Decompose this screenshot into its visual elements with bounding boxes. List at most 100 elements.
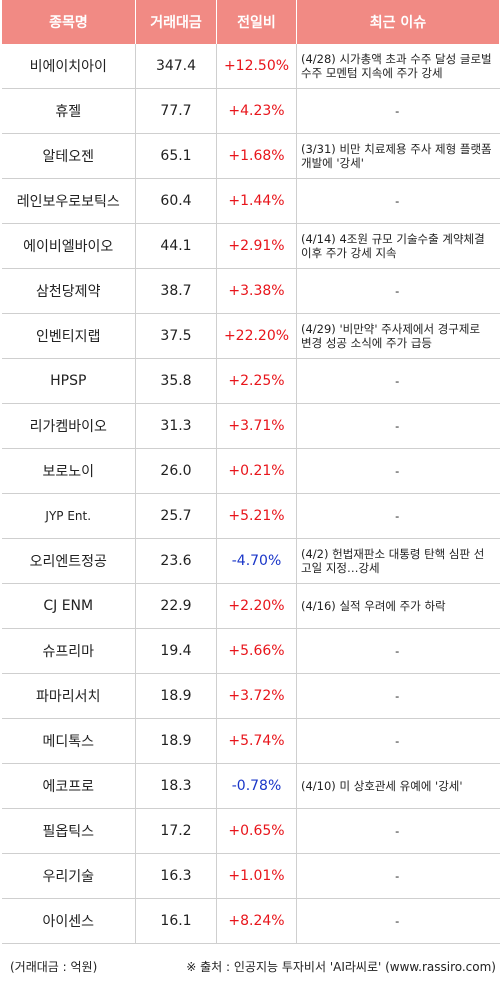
recent-issue-text: (4/29) '비만약' 주사제에서 경구제로 변경 성공 소식에 주가 급등 [301,322,481,350]
trade-volume: 38.7 [135,268,217,314]
stock-name: 슈프리마 [1,628,136,674]
header-name: 종목명 [1,0,136,44]
stock-name: 알테오젠 [1,133,136,179]
price-change: +3.72% [216,673,297,719]
price-change: +5.21% [216,493,297,539]
price-change: +5.66% [216,628,297,674]
stock-name: 파마리서치 [1,673,136,719]
table-row: 레인보우로보틱스 60.4 +1.44% - [1,178,500,224]
header-change: 전일비 [216,0,297,44]
table-row: 알테오젠 65.1 +1.68% (3/31) 비만 치료제용 주사 제형 플랫폼 개… [1,133,500,179]
stock-name: 에코프로 [1,763,136,809]
recent-issue-text: - [395,374,400,388]
recent-issue-text: (4/2) 헌법재판소 대통령 탄핵 심판 선고일 지정…강세 [301,547,485,575]
table-row: 에코프로 18.3 -0.78% (4/10) 미 상호관세 유예에 '강세' [1,763,500,809]
trade-volume: 16.3 [135,853,217,899]
trade-volume: 347.4 [135,44,217,89]
price-change: +3.38% [216,268,297,314]
trade-volume: 16.1 [135,898,217,944]
recent-issue: (3/31) 비만 치료제용 주사 제형 플랫폼 개발에 '강세' [296,133,500,179]
recent-issue: - [296,853,500,899]
price-change: +5.74% [216,718,297,764]
trade-volume: 18.9 [135,673,217,719]
stock-name: 오리엔트정공 [1,538,136,584]
trade-volume: 23.6 [135,538,217,584]
stock-name: 필옵틱스 [1,808,136,854]
table-row: 비에이치아이 347.4 +12.50% (4/28) 시가총액 초과 수주 달성 글… [1,44,500,89]
price-change: +3.71% [216,403,297,449]
recent-issue: (4/2) 헌법재판소 대통령 탄핵 심판 선고일 지정…강세 [296,538,500,584]
recent-issue: - [296,178,500,224]
recent-issue-text: - [395,689,400,703]
footer: (거래대금 : 억원) ※ 출처 : 인공지능 투자비서 'AI라씨로' (ww… [0,958,500,978]
recent-issue: - [296,718,500,764]
trade-volume: 37.5 [135,313,217,359]
recent-issue: - [296,358,500,404]
price-change: +1.01% [216,853,297,899]
recent-issue: - [296,673,500,719]
recent-issue: (4/10) 미 상호관세 유예에 '강세' [296,763,500,809]
table-row: 삼천당제약 38.7 +3.38% - [1,268,500,314]
table-row: JYP Ent. 25.7 +5.21% - [1,493,500,539]
source-note: ※ 출처 : 인공지능 투자비서 'AI라씨로' (www.rassiro.co… [186,960,496,974]
recent-issue-text: - [395,509,400,523]
recent-issue-text: - [395,284,400,298]
recent-issue: (4/14) 4조원 규모 기술수출 계약체결이후 주가 강세 지속 [296,223,500,269]
table-row: 보로노이 26.0 +0.21% - [1,448,500,494]
recent-issue-text: (4/16) 실적 우려에 주가 하락 [301,599,446,613]
price-change: +12.50% [216,44,297,89]
recent-issue: - [296,493,500,539]
price-change: +8.24% [216,898,297,944]
recent-issue-text: (4/14) 4조원 규모 기술수출 계약체결이후 주가 강세 지속 [301,232,485,260]
recent-issue: - [296,628,500,674]
stock-name: JYP Ent. [1,493,136,539]
recent-issue: - [296,808,500,854]
trade-volume: 19.4 [135,628,217,674]
recent-issue-text: (4/28) 시가총액 초과 수주 달성 글로벌 수주 모멘텀 지속에 주가 강… [301,52,492,80]
table-row: 리가켐바이오 31.3 +3.71% - [1,403,500,449]
price-change: -4.70% [216,538,297,584]
stock-name: 레인보우로보틱스 [1,178,136,224]
recent-issue-text: - [395,734,400,748]
price-change: +1.44% [216,178,297,224]
stock-name: 메디톡스 [1,718,136,764]
recent-issue-text: (4/10) 미 상호관세 유예에 '강세' [301,779,463,793]
stock-name: 에이비엘바이오 [1,223,136,269]
trade-volume: 77.7 [135,88,217,134]
table-row: CJ ENM 22.9 +2.20% (4/16) 실적 우려에 주가 하락 [1,583,500,629]
trade-volume: 31.3 [135,403,217,449]
recent-issue-text: - [395,824,400,838]
table-row: 필옵틱스 17.2 +0.65% - [1,808,500,854]
recent-issue: - [296,268,500,314]
trade-volume: 65.1 [135,133,217,179]
recent-issue: - [296,898,500,944]
stock-name: CJ ENM [1,583,136,629]
stock-name: HPSP [1,358,136,404]
recent-issue-text: - [395,104,400,118]
table-row: 에이비엘바이오 44.1 +2.91% (4/14) 4조원 규모 기술수출 계약체결… [1,223,500,269]
table-header: 종목명 거래대금 전일비 최근 이슈 [1,0,500,44]
trade-volume: 60.4 [135,178,217,224]
trade-volume: 44.1 [135,223,217,269]
table-row: 슈프리마 19.4 +5.66% - [1,628,500,674]
recent-issue: (4/16) 실적 우려에 주가 하락 [296,583,500,629]
price-change: -0.78% [216,763,297,809]
price-change: +2.25% [216,358,297,404]
recent-issue: - [296,448,500,494]
recent-issue-text: - [395,869,400,883]
recent-issue-text: (3/31) 비만 치료제용 주사 제형 플랫폼 개발에 '강세' [301,142,492,170]
stock-name: 인벤티지랩 [1,313,136,359]
price-change: +4.23% [216,88,297,134]
trade-volume: 18.9 [135,718,217,764]
recent-issue: (4/29) '비만약' 주사제에서 경구제로 변경 성공 소식에 주가 급등 [296,313,500,359]
price-change: +2.20% [216,583,297,629]
stock-table: 종목명 거래대금 전일비 최근 이슈 비에이치아이 347.4 +12.50% (4/… [1,0,500,944]
table-row: 우리기술 16.3 +1.01% - [1,853,500,899]
table-row: HPSP 35.8 +2.25% - [1,358,500,404]
price-change: +22.20% [216,313,297,359]
price-change: +2.91% [216,223,297,269]
stock-name: 우리기술 [1,853,136,899]
recent-issue-text: - [395,914,400,928]
table-row: 메디톡스 18.9 +5.74% - [1,718,500,764]
